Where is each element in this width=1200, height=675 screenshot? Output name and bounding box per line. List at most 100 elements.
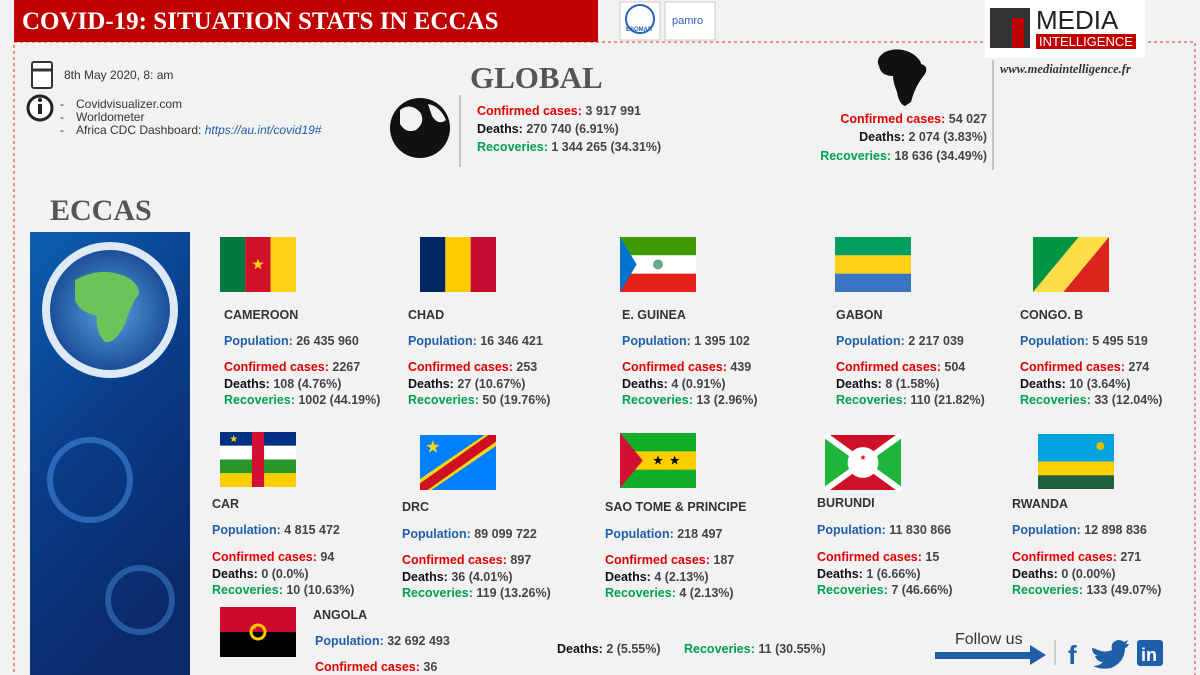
flag <box>420 435 496 490</box>
confirmed: Confirmed cases: 439 <box>622 360 751 375</box>
text-part: 253 <box>516 360 538 374</box>
confirmed: Confirmed cases: 253 <box>408 360 537 375</box>
recoveries: Recoveries: 4 (2.13%) <box>605 586 734 601</box>
text-part: Population: <box>1020 334 1089 348</box>
flag <box>1096 442 1105 451</box>
recoveries: Recoveries: 110 (21.82%) <box>836 393 985 408</box>
info-icon <box>38 104 42 114</box>
text-part: Deaths: <box>859 130 905 144</box>
deaths: Deaths: 4 (2.13%) <box>605 570 709 585</box>
text-part: Population: <box>1012 523 1081 537</box>
twitter-icon[interactable] <box>1092 640 1129 669</box>
text-part: Deaths: <box>817 567 863 581</box>
text-part: Confirmed cases: <box>402 553 507 567</box>
text-part: (6.66%) <box>876 567 921 581</box>
confirmed: Confirmed cases: 36 <box>315 660 437 675</box>
flag <box>445 237 471 292</box>
eccas-map <box>75 271 140 343</box>
globe-icon <box>390 98 450 158</box>
confirmed: Confirmed cases: 94 <box>212 550 334 565</box>
brand-text: MEDIA <box>1036 5 1119 35</box>
text-part: 1 344 265 <box>551 140 607 154</box>
text-part: (0.00%) <box>1071 567 1116 581</box>
recoveries: Recoveries: 119 (13.26%) <box>402 586 551 601</box>
population: Population: 1 395 102 <box>622 334 750 349</box>
facebook-icon[interactable]: f <box>1068 640 1077 670</box>
text-part: Confirmed cases: <box>477 104 582 118</box>
confirmed: Confirmed cases: 274 <box>1020 360 1149 375</box>
population: Population: 5 495 519 <box>1020 334 1148 349</box>
text-part: 15 <box>925 550 940 564</box>
text-part: Population: <box>315 634 384 648</box>
text-part: 4 <box>671 377 679 391</box>
text-part: 11 830 866 <box>889 523 952 537</box>
population: Population: 89 099 722 <box>402 527 537 542</box>
africa-recoveries: Recoveries: 18 636 (34.49%) <box>820 149 987 164</box>
recoveries: Recoveries: 11 (30.55%) <box>684 642 826 657</box>
text-part: 54 027 <box>948 112 987 126</box>
text-part: 1002 <box>298 393 327 407</box>
text-part: (3.83%) <box>943 130 987 144</box>
flag <box>620 273 696 292</box>
text-part: Recoveries: <box>1012 583 1083 597</box>
text-part: Recoveries: <box>820 149 892 163</box>
flag <box>1038 475 1114 489</box>
text-part: Deaths: <box>605 570 651 584</box>
flag <box>620 237 637 292</box>
text-part: 12 898 836 <box>1084 523 1147 537</box>
text-part: 504 <box>944 360 966 374</box>
recoveries: Recoveries: 133 (49.07%) <box>1012 583 1161 598</box>
text-part: Recoveries: <box>408 393 479 407</box>
recoveries: Recoveries: 10 (10.63%) <box>212 583 354 598</box>
text-part: 2 217 039 <box>908 334 964 348</box>
text-part: 27 <box>457 377 472 391</box>
text-part: 4 <box>679 586 687 600</box>
text-part: 7 <box>891 583 899 597</box>
text-part: (19.76%) <box>499 393 551 407</box>
text-part: (44.19%) <box>329 393 381 407</box>
flag <box>220 237 246 292</box>
text-part: Recoveries: <box>402 586 473 600</box>
flag <box>653 259 663 270</box>
text-part: Confirmed cases: <box>836 360 941 374</box>
text-part: (2.13%) <box>689 586 734 600</box>
calendar-icon <box>31 61 53 89</box>
text-part: Confirmed cases: <box>817 550 922 564</box>
source: Africa CDC Dashboard: - https://au.int/co… <box>60 123 322 137</box>
linkedin-icon[interactable]: in <box>1141 645 1157 665</box>
confirmed: Confirmed cases: 897 <box>402 553 531 568</box>
text-part: Recoveries: <box>477 140 548 154</box>
text-part: Population: <box>212 523 281 537</box>
text-part: 1 <box>866 567 874 581</box>
flag <box>251 624 258 630</box>
arrow <box>935 652 1030 659</box>
text-part: (34.49%) <box>936 149 987 163</box>
population: Population: 12 898 836 <box>1012 523 1147 538</box>
text-part: 3 917 991 <box>585 104 641 118</box>
text-part: Confirmed cases: <box>315 660 420 674</box>
text-part: Population: <box>817 523 886 537</box>
title-bar <box>14 0 598 42</box>
flag <box>670 455 680 465</box>
country-name: ANGOLA <box>313 608 368 622</box>
country-name: BURUNDI <box>817 496 875 510</box>
text-part: (49.07%) <box>1110 583 1162 597</box>
text-part: Deaths: <box>836 377 882 391</box>
virus-image <box>47 437 133 523</box>
text-part: (0.0%) <box>271 567 309 581</box>
text-part: 33 <box>1094 393 1109 407</box>
logo-text: pamro <box>672 15 704 27</box>
country-name: RWANDA <box>1012 497 1069 511</box>
text-part: (6.91%) <box>575 122 619 136</box>
linkedin-icon[interactable] <box>1137 640 1163 666</box>
flag <box>470 237 496 292</box>
brand-text: INTELLIGENCE <box>1036 34 1136 49</box>
flag <box>847 447 879 478</box>
flag <box>420 237 446 292</box>
global-recoveries: Recoveries: 1 344 265 (34.31%) <box>477 140 661 155</box>
text-part: 13 <box>696 393 711 407</box>
link[interactable]: https://au.int/covid19# <box>201 123 322 137</box>
text-part: Confirmed cases: <box>840 112 946 126</box>
global-confirmed: Confirmed cases: 3 917 991 <box>477 104 641 119</box>
